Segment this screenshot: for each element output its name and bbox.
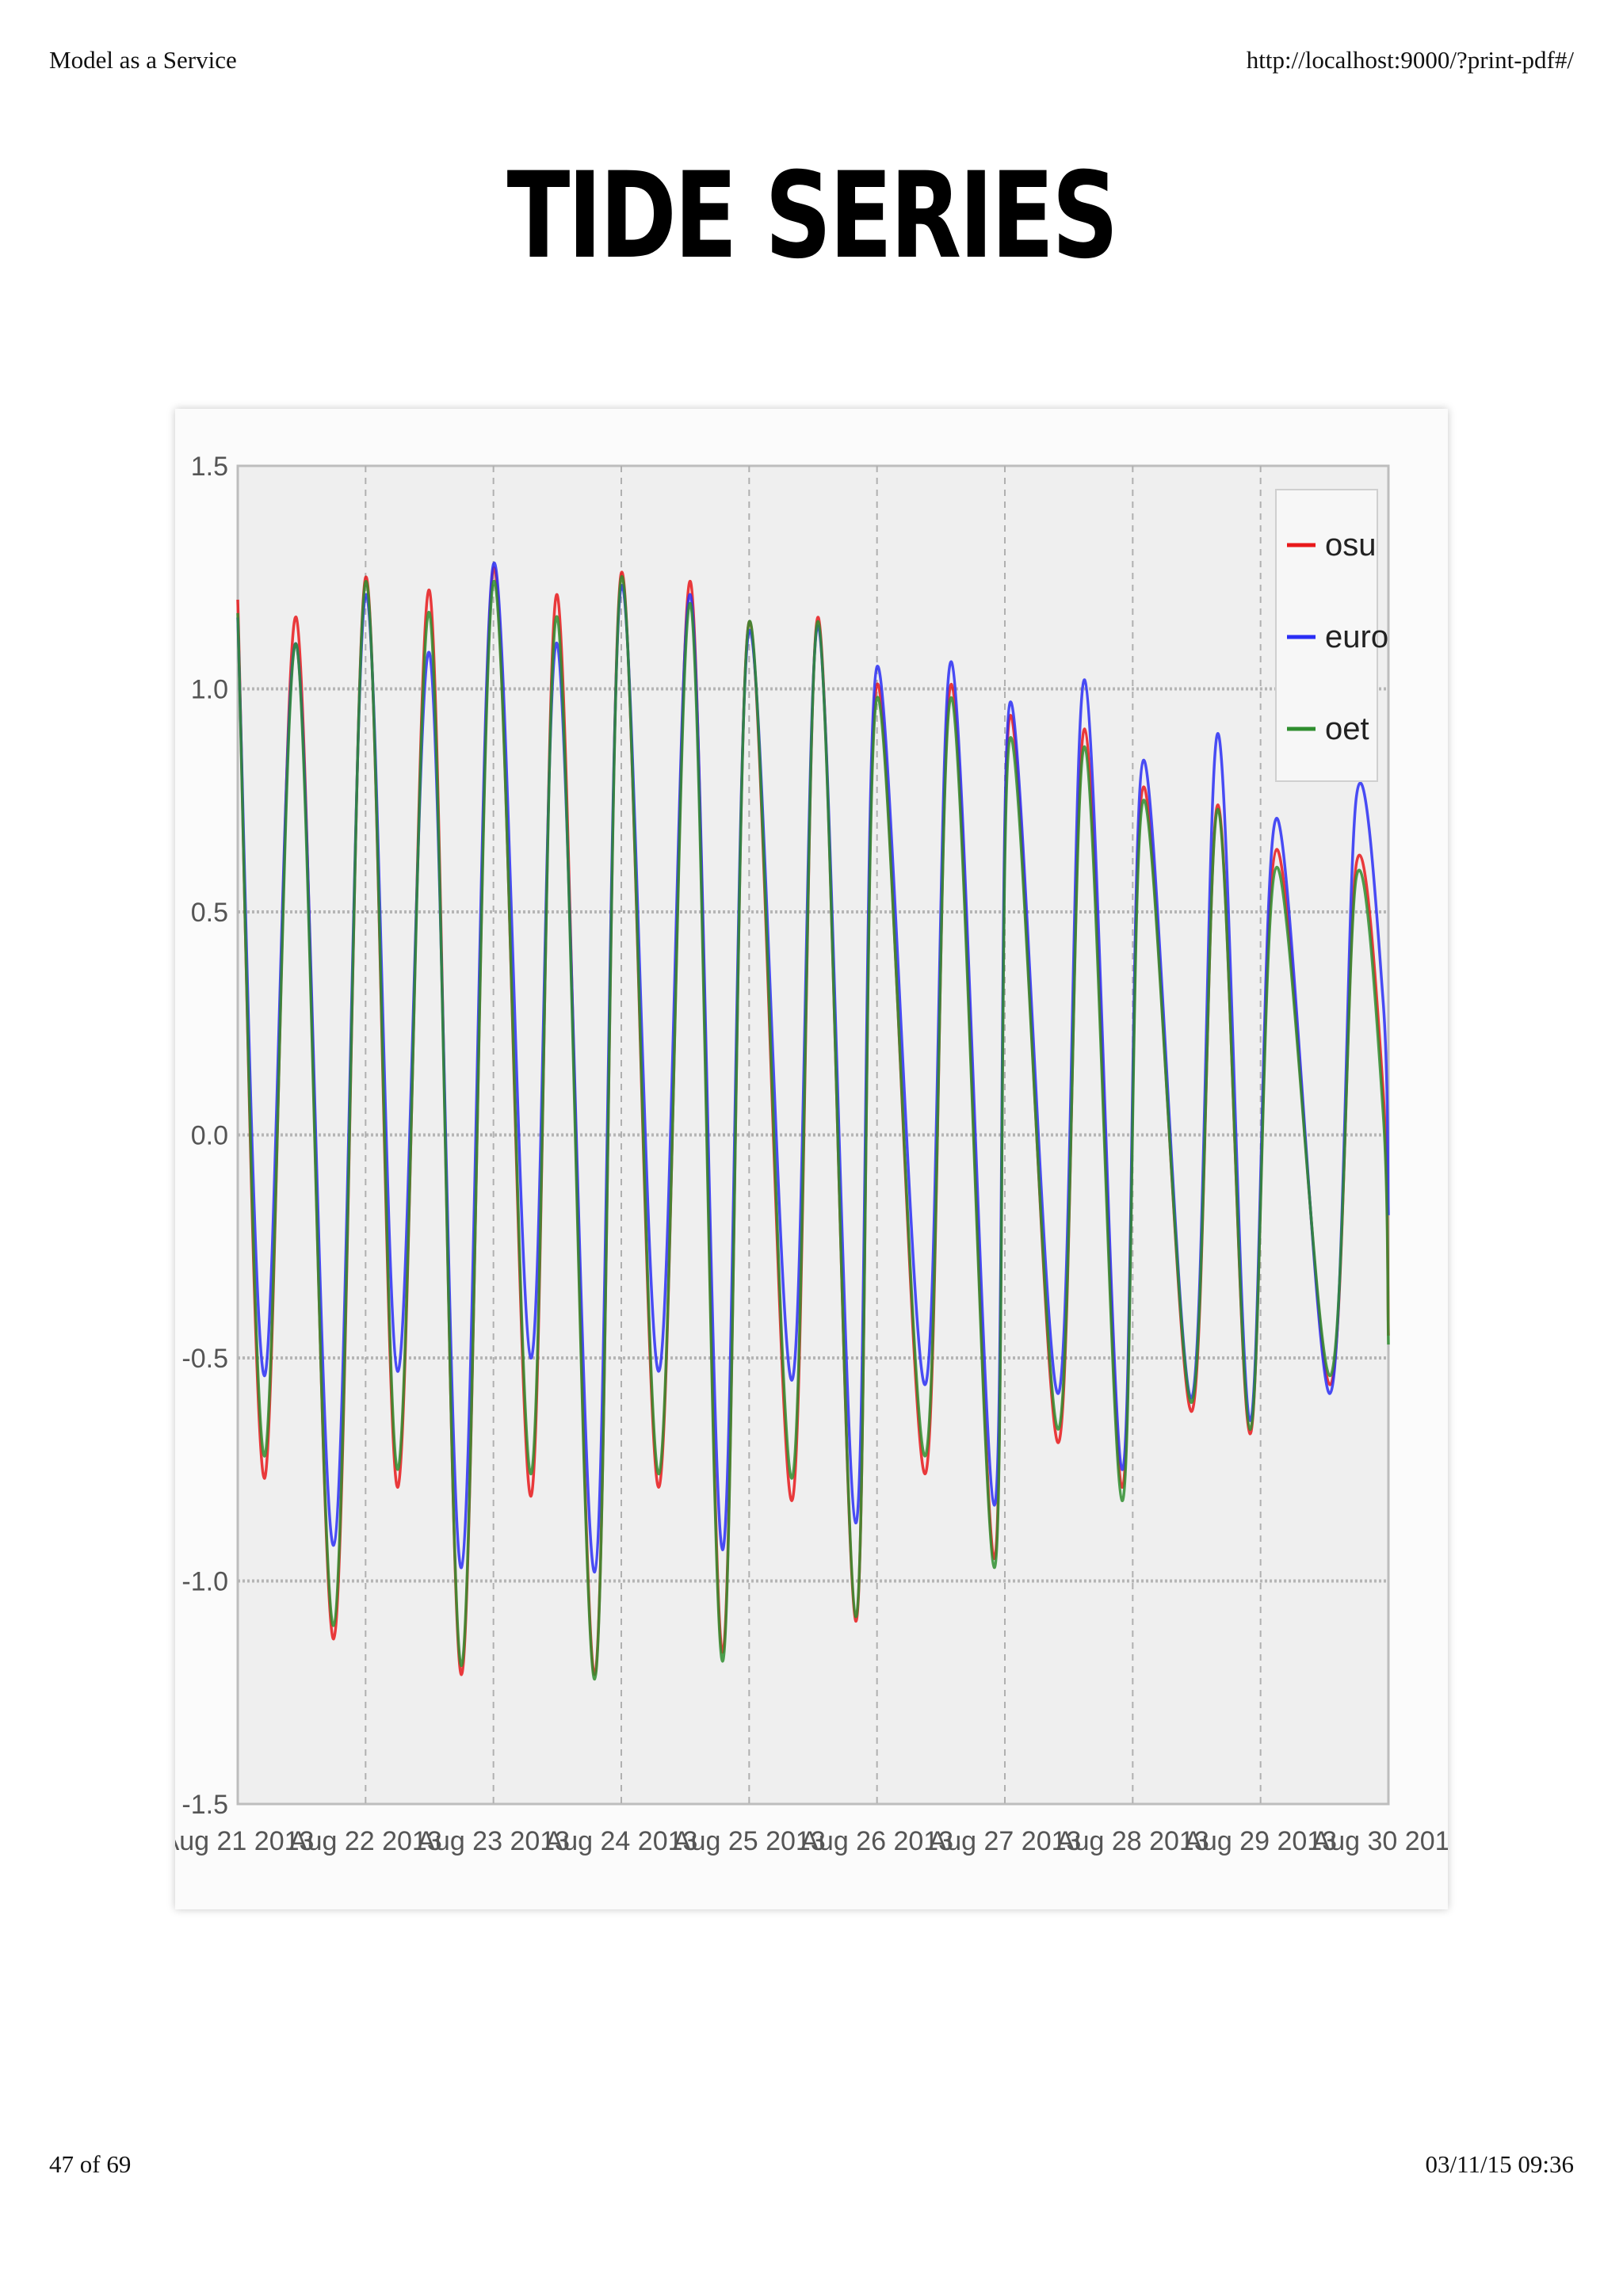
y-tick-labels: 1.5 1.0 0.5 0.0 -0.5 -1.0 -1.5 xyxy=(181,452,228,1820)
y-tick-label: 1.0 xyxy=(191,675,228,705)
y-tick-label: 1.5 xyxy=(191,452,228,482)
chart-figure: 1.5 1.0 0.5 0.0 -0.5 -1.0 -1.5 Aug 21 2013 Aug … xyxy=(162,409,1465,1909)
x-tick-label: Aug 27 2013 xyxy=(929,1826,1082,1856)
print-header-title: Model as a Service xyxy=(49,46,237,74)
x-tick-label: Aug 23 2013 xyxy=(417,1826,570,1856)
x-tick-label: Aug 24 2013 xyxy=(545,1826,698,1856)
x-tick-label: Aug 25 2013 xyxy=(673,1826,826,1856)
y-tick-label: -1.0 xyxy=(181,1567,228,1597)
legend-label-euro: euro xyxy=(1325,620,1388,654)
tide-series-chart: 1.51.00.50.0-0.5-1.0-1.5 Aug 21 2013Aug … xyxy=(162,452,1465,1856)
slide-title: TIDE SERIES xyxy=(506,147,1119,285)
legend-label-oet: oet xyxy=(1325,711,1369,746)
series-line-oet xyxy=(236,575,1390,1681)
x-tick-label: Aug 22 2013 xyxy=(289,1826,442,1856)
y-tick-label: 0.5 xyxy=(191,898,228,928)
series-lines xyxy=(236,561,1390,1681)
legend: osu euro oet xyxy=(1275,489,1388,782)
print-header-url: http://localhost:9000/?print-pdf#/ xyxy=(1246,46,1574,74)
y-tick-label: -1.5 xyxy=(181,1790,228,1820)
print-header: Model as a Service http://localhost:9000… xyxy=(49,46,1574,74)
y-tick-label: 0.0 xyxy=(191,1121,228,1151)
legend-label-osu: osu xyxy=(1325,528,1377,563)
x-tick-label: Aug 29 2013 xyxy=(1184,1826,1337,1856)
page-counter: 47 of 69 xyxy=(49,2150,132,2178)
y-tick-label: -0.5 xyxy=(181,1344,228,1374)
x-tick-label: Aug 28 2013 xyxy=(1056,1826,1209,1856)
print-timestamp: 03/11/15 09:36 xyxy=(1425,2150,1574,2178)
x-tick-label: Aug 21 2013 xyxy=(175,1826,314,1856)
x-tick-label: Aug 26 2013 xyxy=(800,1826,953,1856)
x-tick-label: Aug 30 2013 xyxy=(1312,1826,1448,1856)
print-footer: 47 of 69 03/11/15 09:36 xyxy=(49,2150,1574,2179)
